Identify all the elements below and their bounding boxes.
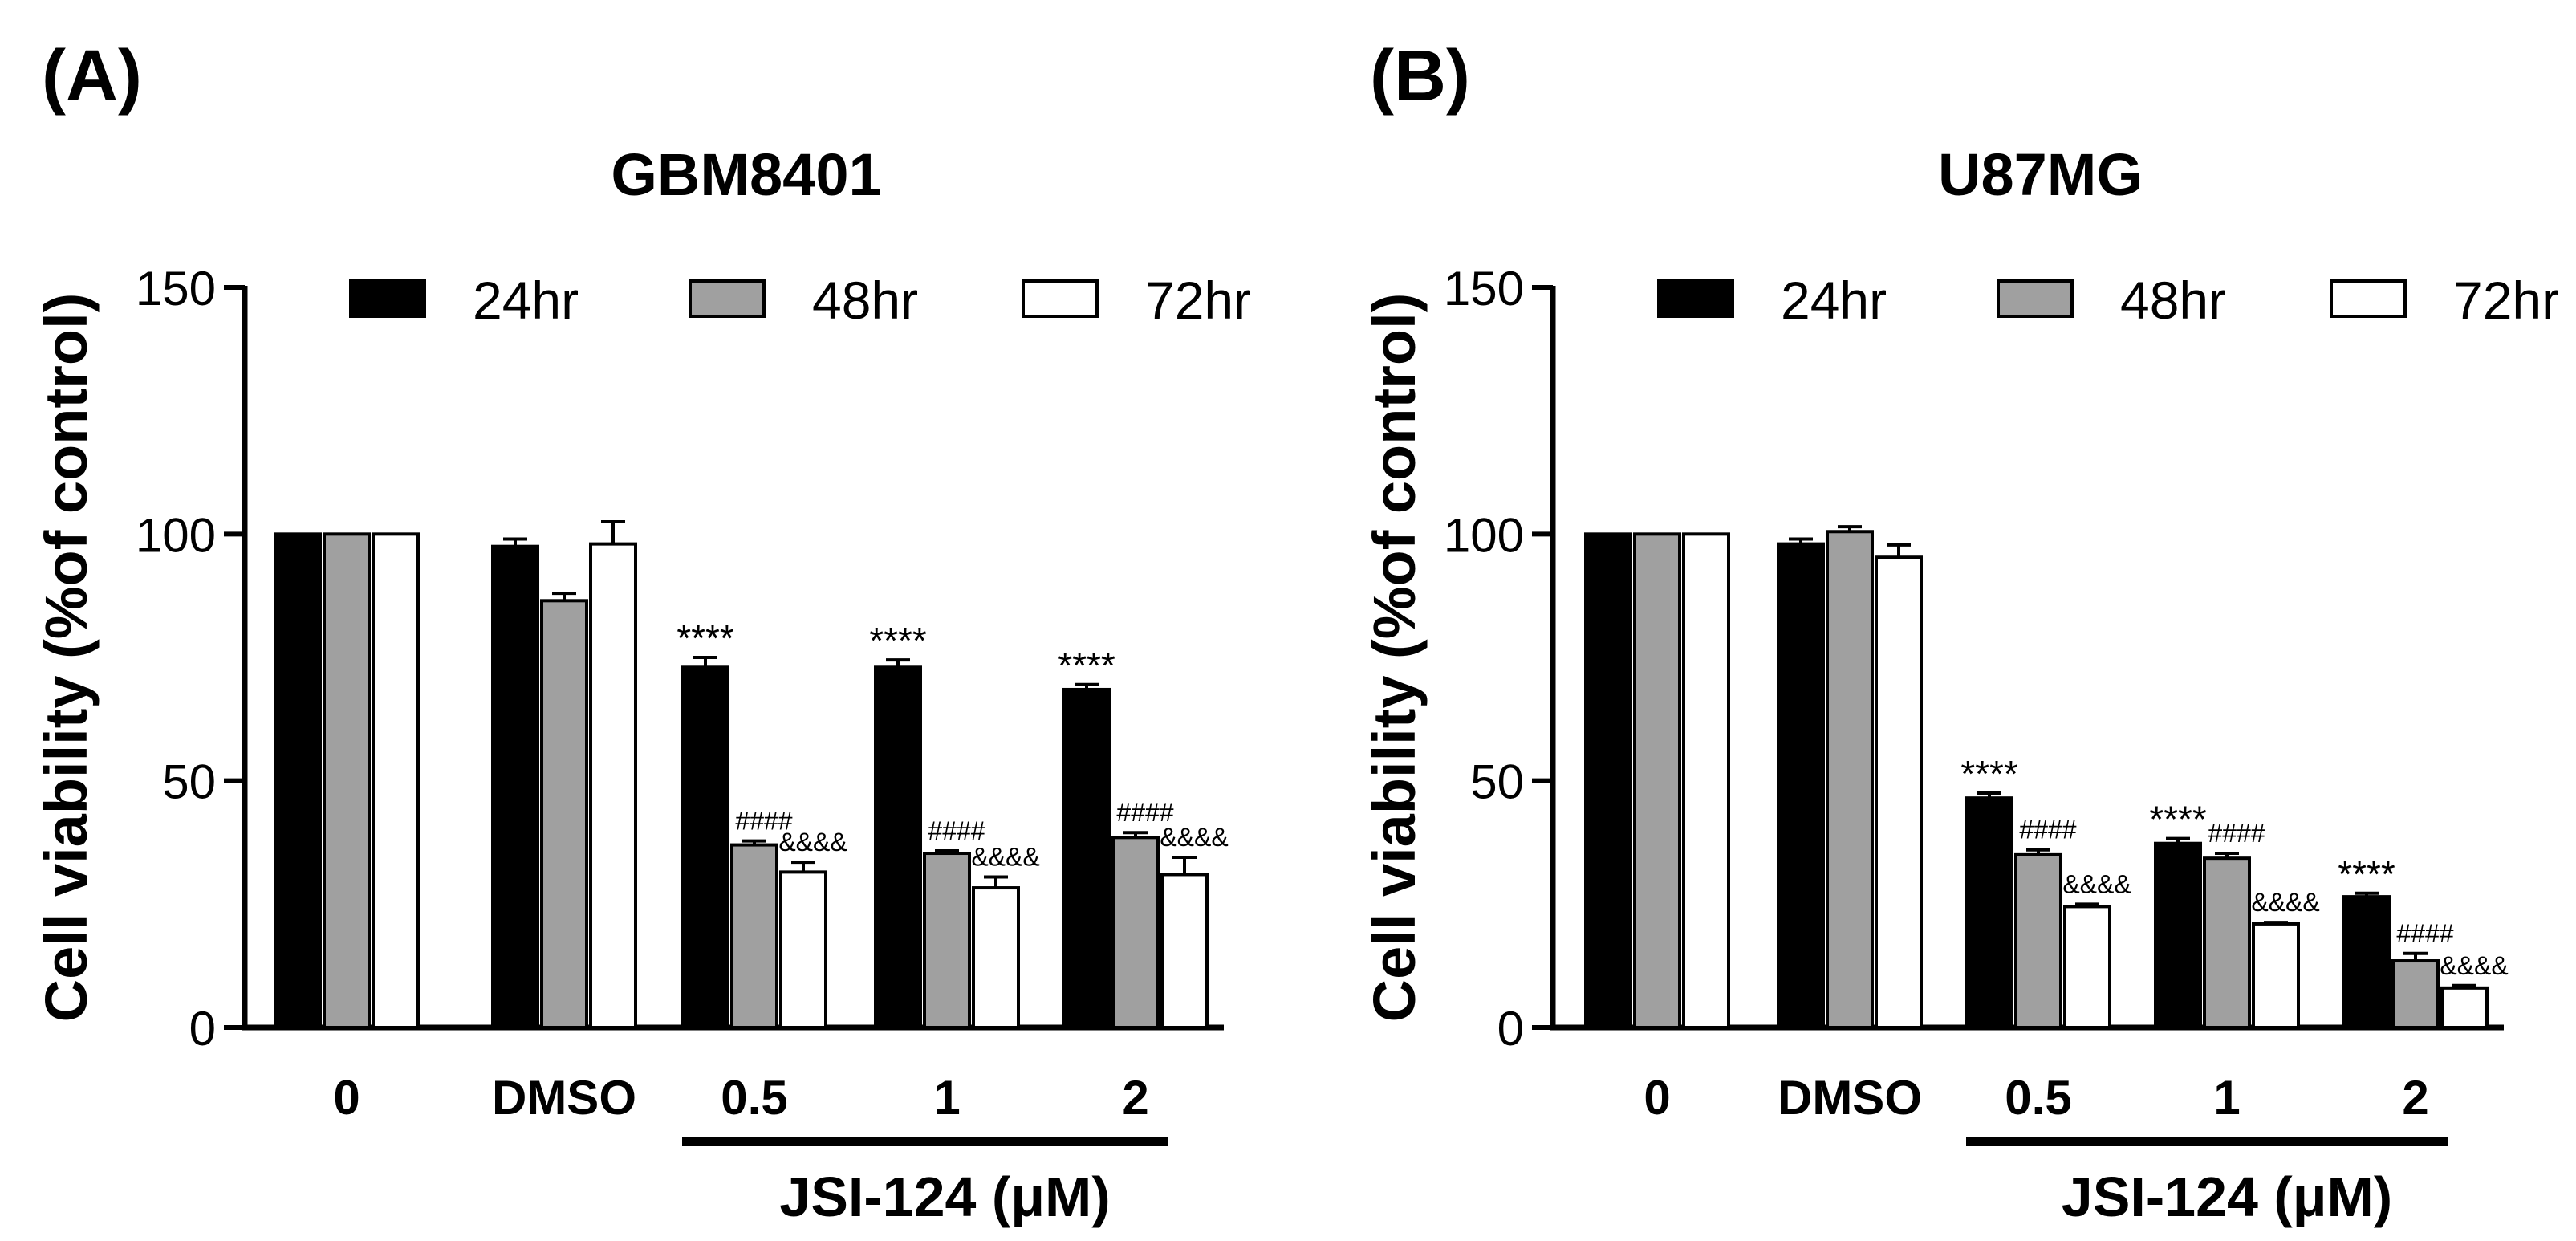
y-tick-label: 50: [162, 755, 216, 809]
legend-swatch-48hr: [689, 279, 766, 318]
bar-48hr-0: [1633, 532, 1681, 1029]
x-axis-label: JSI-124 (μM): [2062, 1166, 2392, 1228]
bar-72hr-dmso: [589, 542, 637, 1029]
x-tick-label: DMSO: [492, 1071, 636, 1125]
bar-24hr-dmso: [491, 544, 539, 1029]
significance-label: &&&&: [778, 828, 847, 856]
chart-title: U87MG: [1938, 141, 2143, 208]
legend-label-72hr: 72hr: [1145, 271, 1251, 330]
bar-24hr-0: [274, 532, 322, 1029]
significance-label: ####: [2019, 816, 2076, 844]
bar-48hr-1: [2203, 856, 2251, 1029]
y-tick-label: 50: [1470, 755, 1524, 809]
y-tick-label: 150: [136, 262, 216, 315]
x-tick-label: 2: [2402, 1071, 2428, 1125]
bar-48hr-0.5: [730, 843, 778, 1030]
bar-48hr-2: [1111, 836, 1160, 1030]
significance-label: ****: [677, 617, 734, 659]
significance-label: ****: [1058, 645, 1115, 686]
y-tick-label: 150: [1444, 262, 1524, 315]
bar-72hr-2: [1160, 873, 1209, 1030]
x-axis-label: JSI-124 (μM): [779, 1166, 1110, 1228]
bar-72hr-2: [2440, 986, 2489, 1029]
significance-label: ****: [2338, 853, 2395, 895]
bar-24hr-2: [2342, 895, 2391, 1029]
legend-swatch-48hr: [1997, 279, 2074, 318]
significance-label: ****: [2149, 799, 2207, 840]
chart-panel-1: (A) GBM8401 Cell viability (%of control) 0 5…: [33, 36, 1251, 1228]
chart-panel-2: (B) U87MG Cell viability (%of control) 0 50 1…: [1361, 36, 2559, 1228]
bar-72hr-0.5: [779, 870, 827, 1029]
significance-label: ####: [1116, 798, 1173, 827]
significance-label: ####: [928, 816, 985, 845]
x-tick-label: 1: [2213, 1071, 2240, 1125]
significance-label: ####: [2208, 819, 2265, 848]
y-tick-label: 0: [189, 1002, 216, 1056]
legend-label-24hr: 24hr: [1781, 271, 1887, 330]
bar-72hr-0.5: [2063, 905, 2111, 1029]
x-tick-label: 0: [1644, 1071, 1670, 1125]
x-tick-label: 2: [1122, 1071, 1148, 1125]
bar-72hr-1: [2252, 922, 2300, 1030]
x-tick-label: 1: [933, 1071, 960, 1125]
bar-48hr-dmso: [1826, 530, 1874, 1029]
significance-label: &&&&: [2251, 888, 2319, 917]
legend-label-24hr: 24hr: [473, 271, 579, 330]
bar-48hr-1: [923, 852, 971, 1030]
bar-24hr-dmso: [1777, 542, 1825, 1029]
x-tick-label: 0.5: [721, 1071, 787, 1125]
bar-24hr-0.5: [1965, 796, 2013, 1029]
significance-label: ****: [1960, 753, 2018, 795]
x-tick-label: 0.5: [2005, 1071, 2071, 1125]
bar-48hr-2: [2391, 959, 2440, 1030]
y-axis-label: Cell viability (%of control): [1361, 293, 1428, 1023]
y-tick-label: 100: [136, 508, 216, 562]
y-tick-label: 0: [1497, 1002, 1524, 1056]
x-tick-label: 0: [333, 1071, 360, 1125]
legend-label-72hr: 72hr: [2453, 271, 2559, 330]
panel-label: (B): [1370, 36, 1470, 116]
bar-24hr-0.5: [681, 665, 729, 1029]
bar-24hr-0: [1584, 532, 1632, 1029]
bar-72hr-1: [972, 886, 1020, 1029]
x-tick-label: DMSO: [1778, 1071, 1922, 1125]
legend-swatch-24hr: [349, 279, 426, 318]
bar-24hr-2: [1062, 687, 1111, 1029]
legend-swatch-24hr: [1657, 279, 1734, 318]
bar-72hr-0: [1682, 532, 1730, 1029]
panel-label: (A): [42, 36, 142, 116]
bar-48hr-dmso: [540, 599, 588, 1029]
significance-label: &&&&: [2062, 869, 2131, 898]
y-axis-label: Cell viability (%of control): [33, 293, 100, 1023]
significance-label: ####: [2396, 919, 2453, 948]
significance-label: &&&&: [1160, 823, 1228, 852]
significance-label: ####: [735, 807, 792, 836]
bar-48hr-0.5: [2014, 852, 2062, 1030]
significance-label: &&&&: [2440, 951, 2508, 980]
significance-label: ****: [869, 620, 927, 661]
bar-24hr-1: [2154, 841, 2202, 1030]
bar-72hr-0: [372, 532, 420, 1029]
bar-24hr-1: [874, 665, 922, 1029]
legend-label-48hr: 48hr: [812, 271, 918, 330]
significance-label: &&&&: [971, 843, 1039, 872]
legend-swatch-72hr: [2330, 279, 2407, 318]
chart-title: GBM8401: [611, 141, 881, 208]
legend-label-48hr: 48hr: [2120, 271, 2226, 330]
legend-swatch-72hr: [1022, 279, 1099, 318]
y-tick-label: 100: [1444, 508, 1524, 562]
bar-48hr-0: [323, 532, 371, 1029]
bar-72hr-dmso: [1875, 555, 1923, 1029]
